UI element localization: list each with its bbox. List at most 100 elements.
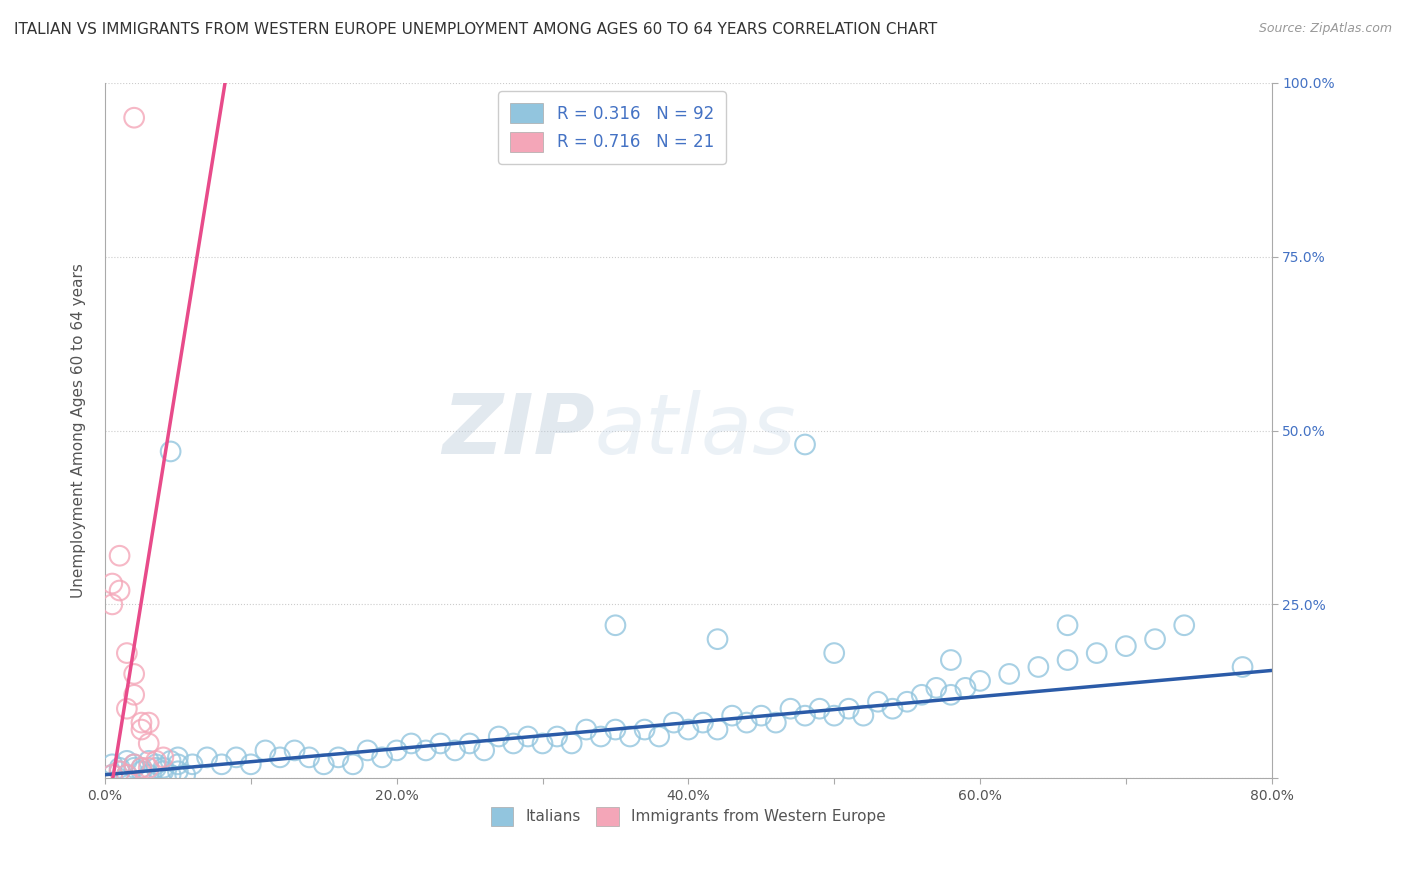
Point	[138, 754, 160, 768]
Point	[101, 768, 124, 782]
Point	[1056, 618, 1078, 632]
Point	[838, 702, 860, 716]
Point	[138, 736, 160, 750]
Point	[415, 743, 437, 757]
Point	[882, 702, 904, 716]
Point	[605, 618, 627, 632]
Point	[122, 757, 145, 772]
Point	[546, 730, 568, 744]
Point	[167, 750, 190, 764]
Point	[1232, 660, 1254, 674]
Point	[1028, 660, 1050, 674]
Point	[561, 736, 583, 750]
Point	[101, 757, 124, 772]
Point	[1056, 653, 1078, 667]
Point	[692, 715, 714, 730]
Point	[401, 736, 423, 750]
Point	[122, 757, 145, 772]
Point	[1173, 618, 1195, 632]
Point	[648, 730, 671, 744]
Point	[108, 761, 131, 775]
Point	[152, 764, 174, 779]
Point	[145, 754, 167, 768]
Point	[911, 688, 934, 702]
Point	[195, 750, 218, 764]
Point	[823, 646, 845, 660]
Point	[678, 723, 700, 737]
Point	[101, 576, 124, 591]
Point	[298, 750, 321, 764]
Point	[131, 761, 153, 775]
Point	[159, 444, 181, 458]
Point	[575, 723, 598, 737]
Point	[122, 111, 145, 125]
Point	[779, 702, 801, 716]
Point	[429, 736, 451, 750]
Point	[145, 761, 167, 775]
Point	[167, 757, 190, 772]
Point	[138, 768, 160, 782]
Point	[342, 757, 364, 772]
Text: ZIP: ZIP	[443, 390, 595, 471]
Point	[312, 757, 335, 772]
Point	[706, 632, 728, 647]
Point	[371, 750, 394, 764]
Text: Source: ZipAtlas.com: Source: ZipAtlas.com	[1258, 22, 1392, 36]
Point	[152, 761, 174, 775]
Point	[145, 757, 167, 772]
Point	[131, 764, 153, 779]
Point	[181, 757, 204, 772]
Point	[706, 723, 728, 737]
Point	[159, 754, 181, 768]
Point	[852, 708, 875, 723]
Point	[531, 736, 554, 750]
Text: ITALIAN VS IMMIGRANTS FROM WESTERN EUROPE UNEMPLOYMENT AMONG AGES 60 TO 64 YEARS: ITALIAN VS IMMIGRANTS FROM WESTERN EUROP…	[14, 22, 938, 37]
Point	[122, 761, 145, 775]
Point	[101, 598, 124, 612]
Point	[138, 761, 160, 775]
Point	[939, 688, 962, 702]
Point	[138, 715, 160, 730]
Point	[108, 549, 131, 563]
Point	[633, 723, 655, 737]
Point	[167, 764, 190, 779]
Point	[108, 764, 131, 779]
Point	[866, 695, 889, 709]
Point	[444, 743, 467, 757]
Point	[328, 750, 350, 764]
Point	[589, 730, 612, 744]
Point	[131, 715, 153, 730]
Point	[1144, 632, 1167, 647]
Point	[488, 730, 510, 744]
Point	[159, 768, 181, 782]
Point	[131, 761, 153, 775]
Point	[122, 667, 145, 681]
Point	[823, 708, 845, 723]
Point	[1115, 639, 1137, 653]
Point	[284, 743, 307, 757]
Point	[211, 757, 233, 772]
Point	[356, 743, 378, 757]
Point	[749, 708, 772, 723]
Point	[765, 715, 787, 730]
Point	[122, 688, 145, 702]
Point	[896, 695, 918, 709]
Point	[998, 667, 1021, 681]
Point	[969, 673, 991, 688]
Point	[108, 764, 131, 779]
Point	[115, 646, 138, 660]
Text: atlas: atlas	[595, 390, 797, 471]
Point	[662, 715, 685, 730]
Point	[1085, 646, 1108, 660]
Point	[502, 736, 524, 750]
Point	[794, 708, 817, 723]
Point	[174, 768, 197, 782]
Point	[152, 750, 174, 764]
Point	[458, 736, 481, 750]
Point	[605, 723, 627, 737]
Point	[735, 715, 758, 730]
Point	[472, 743, 495, 757]
Point	[385, 743, 408, 757]
Y-axis label: Unemployment Among Ages 60 to 64 years: Unemployment Among Ages 60 to 64 years	[72, 263, 86, 598]
Point	[239, 757, 262, 772]
